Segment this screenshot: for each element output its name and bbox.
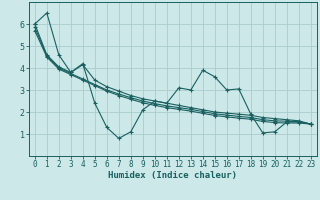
X-axis label: Humidex (Indice chaleur): Humidex (Indice chaleur): [108, 171, 237, 180]
